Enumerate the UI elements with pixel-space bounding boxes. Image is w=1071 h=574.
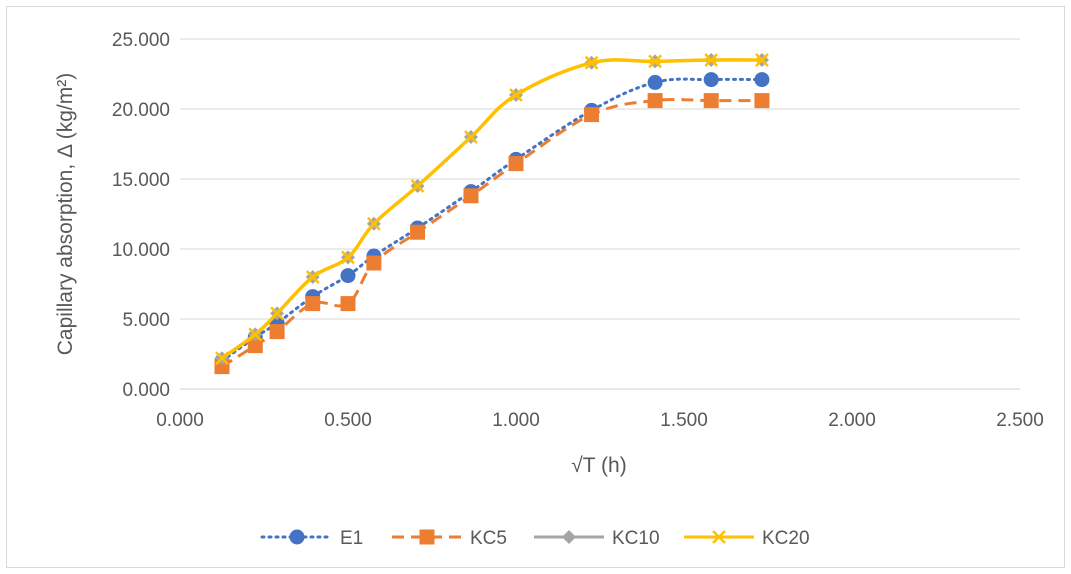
- data-point-e1: [647, 74, 663, 90]
- y-tick-label: 5.000: [122, 310, 170, 331]
- legend-label-kc20: KC20: [762, 528, 810, 549]
- series-layer: [214, 53, 770, 375]
- series-kc5: [214, 93, 770, 375]
- data-point-kc20: [270, 306, 284, 321]
- series-line-kc20: [220, 58, 762, 360]
- series-line-kc10: [221, 58, 762, 360]
- data-point-e1: [754, 72, 770, 88]
- data-point-kc20: [755, 53, 769, 67]
- data-point-kc5: [463, 188, 479, 204]
- x-tick-label: 2.500: [996, 410, 1044, 431]
- data-point-kc5: [410, 224, 426, 240]
- data-point-kc5: [508, 156, 524, 172]
- legend-item-kc10: KC10: [534, 528, 660, 549]
- x-tick-label: 2.000: [828, 410, 876, 431]
- x-tick-label: 0.000: [156, 410, 204, 431]
- x-axis-title: √T (h): [571, 454, 626, 477]
- data-point-kc5: [703, 93, 719, 109]
- x-tick-label: 1.000: [492, 410, 540, 431]
- data-point-kc20-stroke: [704, 53, 719, 67]
- data-point-kc20-stroke: [341, 250, 355, 265]
- data-point-kc20: [648, 54, 662, 69]
- data-point-kc5: [269, 324, 285, 340]
- data-point-kc20-stroke: [509, 88, 523, 102]
- data-point-kc5: [247, 338, 263, 354]
- y-tick-label: 10.000: [112, 240, 170, 261]
- legend-label-e1: E1: [340, 528, 363, 549]
- legend-item-e1: E1: [260, 528, 363, 549]
- data-point-kc20-stroke: [410, 179, 425, 193]
- data-point-kc5: [366, 255, 382, 271]
- data-point-kc20: [584, 55, 599, 70]
- data-point-kc20-stroke: [215, 351, 229, 366]
- legend-marker-kc5: [419, 529, 435, 545]
- legend-marker-kc10: [562, 530, 576, 544]
- y-tick-label: 25.000: [112, 30, 170, 51]
- data-point-kc20: [410, 179, 425, 193]
- data-point-kc20: [305, 270, 320, 284]
- data-point-kc20: [341, 250, 355, 265]
- grid-layer: [180, 38, 1020, 390]
- data-point-kc20: [215, 351, 229, 366]
- data-point-e1: [703, 72, 719, 88]
- data-point-kc20-stroke: [584, 55, 599, 70]
- data-point-kc20-stroke: [464, 130, 478, 144]
- x-tick-label: 0.500: [324, 410, 372, 431]
- data-point-kc20-stroke: [305, 270, 320, 284]
- series-kc20: [215, 53, 769, 366]
- y-tick-label: 0.000: [122, 380, 170, 401]
- data-point-kc20-stroke: [366, 216, 381, 231]
- data-point-kc5: [584, 107, 600, 123]
- data-point-kc5: [340, 296, 356, 312]
- data-point-e1: [340, 268, 356, 284]
- chart-frame: [6, 6, 1065, 568]
- legend-marker-kc20-stroke: [712, 530, 726, 544]
- data-point-kc20: [248, 327, 263, 342]
- y-tick-label: 15.000: [112, 170, 170, 191]
- legend-label-kc5: KC5: [470, 528, 507, 549]
- data-point-kc20-stroke: [248, 327, 263, 342]
- data-point-kc20: [464, 130, 478, 144]
- x-tick-label: 1.500: [660, 410, 708, 431]
- data-point-kc5: [647, 93, 663, 109]
- data-point-kc20: [704, 53, 719, 67]
- legend-item-kc5: KC5: [392, 528, 507, 549]
- data-point-kc5: [305, 296, 321, 312]
- series-line-kc5: [221, 97, 762, 368]
- axis-layer: 0.000 5.000 10.000 15.000 20.000 25.000 0.000 0…: [112, 30, 1044, 431]
- data-point-kc20-stroke: [270, 306, 284, 321]
- data-point-kc20-stroke: [648, 54, 662, 69]
- y-tick-label: 20.000: [112, 100, 170, 121]
- data-point-kc20: [366, 216, 381, 231]
- data-point-kc20: [509, 88, 523, 102]
- data-point-kc20-stroke: [755, 53, 769, 67]
- data-point-kc5: [754, 93, 770, 109]
- legend-item-kc20: KC20: [684, 528, 810, 549]
- legend: E1 KC5 KC10 KC20: [260, 528, 810, 549]
- y-axis-title: Capillary absorption, Δ (kg/m²): [54, 73, 77, 355]
- legend-marker-e1: [289, 529, 305, 545]
- legend-marker-kc20: [712, 530, 726, 544]
- legend-label-kc10: KC10: [612, 528, 660, 549]
